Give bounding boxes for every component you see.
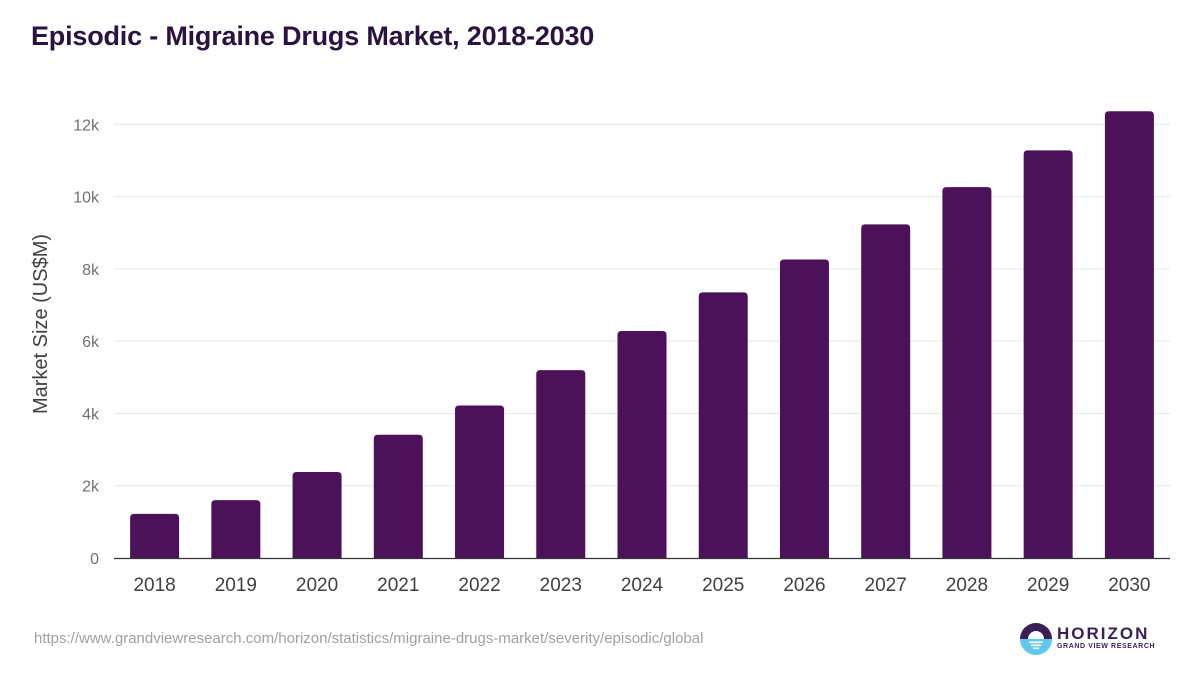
bar-2026 bbox=[779, 259, 829, 558]
x-tick-label: 2022 bbox=[458, 575, 500, 596]
bar-2024 bbox=[617, 331, 667, 558]
logo-name: HORIZON bbox=[1057, 624, 1150, 643]
logo-subtitle: GRAND VIEW RESEARCH bbox=[1057, 643, 1156, 650]
horizon-logo-icon bbox=[1020, 623, 1052, 655]
bar-2027 bbox=[861, 224, 911, 558]
x-tick-label: 2025 bbox=[702, 575, 744, 596]
y-tick-label: 12k bbox=[73, 117, 100, 134]
y-tick-label: 10k bbox=[73, 190, 100, 207]
y-tick-label: 6k bbox=[82, 334, 100, 351]
x-tick-label: 2019 bbox=[215, 575, 257, 596]
bar-2018 bbox=[130, 513, 180, 558]
chart-title: Episodic - Migraine Drugs Market, 2018-2… bbox=[31, 21, 595, 51]
horizon-logo: HORIZON GRAND VIEW RESEARCH bbox=[1019, 622, 1159, 658]
x-tick-label: 2024 bbox=[621, 575, 664, 596]
x-tick-label: 2021 bbox=[377, 575, 419, 596]
bar-2029 bbox=[1023, 150, 1073, 558]
x-axis-ticks: 2018 2019 2020 2021 2022 2023 2024 2025 2026 2027… bbox=[133, 575, 1150, 596]
x-tick-label: 2020 bbox=[296, 575, 338, 596]
y-tick-label: 0 bbox=[90, 551, 99, 568]
bar-2028 bbox=[942, 187, 992, 558]
y-axis-title: Market Size (US$M) bbox=[30, 234, 52, 414]
x-tick-label: 2026 bbox=[783, 575, 825, 596]
bar-2022 bbox=[455, 405, 505, 558]
bar-2023 bbox=[536, 370, 586, 558]
bar-2020 bbox=[292, 471, 342, 558]
bar-2021 bbox=[373, 434, 423, 558]
x-tick-label: 2027 bbox=[865, 575, 907, 596]
x-tick-label: 2029 bbox=[1027, 575, 1069, 596]
bars bbox=[130, 111, 1154, 558]
x-tick-label: 2023 bbox=[540, 575, 582, 596]
y-tick-label: 4k bbox=[82, 406, 100, 423]
x-tick-label: 2028 bbox=[946, 575, 988, 596]
bar-2019 bbox=[211, 500, 261, 558]
y-axis-ticks: 0 2k 4k 6k 8k 10k 12k bbox=[73, 117, 100, 568]
y-tick-label: 8k bbox=[82, 262, 100, 279]
y-tick-label: 2k bbox=[82, 479, 100, 496]
source-url[interactable]: https://www.grandviewresearch.com/horizo… bbox=[34, 630, 704, 647]
x-tick-label: 2018 bbox=[133, 575, 175, 596]
bar-2030 bbox=[1104, 111, 1154, 558]
x-tick-label: 2030 bbox=[1108, 575, 1150, 596]
bar-2025 bbox=[698, 292, 748, 558]
